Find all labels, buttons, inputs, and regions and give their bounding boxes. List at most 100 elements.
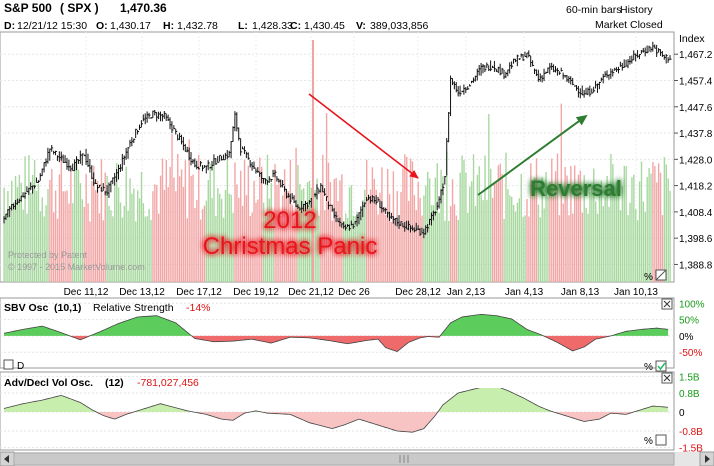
adv-oscillator-area [3, 388, 669, 433]
volume-bar [138, 198, 141, 282]
volume-bar [310, 187, 313, 282]
x-tick-label: Jan 2,13 [447, 287, 486, 298]
main-y-axis: 1,467.2 1,457.4 1,447.6 1,437.8 1,428.0 1,418… [674, 50, 713, 271]
volume-bar [432, 205, 435, 282]
grip-icon [399, 455, 409, 463]
volume-bar [47, 189, 49, 282]
volume-bar [240, 170, 242, 282]
volume-bar [264, 212, 267, 282]
volume-bar [657, 163, 660, 282]
scrollbar[interactable] [0, 451, 714, 466]
sbv-percent-checkbox[interactable] [655, 360, 667, 372]
date-label: D: [4, 20, 15, 32]
close-value: 1,430.45 [304, 20, 345, 32]
volume-bar [316, 178, 318, 282]
history-button[interactable]: History [620, 4, 653, 16]
volume-bar [268, 198, 271, 282]
volume-bar [289, 159, 292, 282]
volume-bar [180, 169, 183, 282]
y-tick-label: 1,457.4 [679, 77, 713, 88]
y-tick-label: 1,388.8 [679, 260, 713, 271]
volume-bar [70, 169, 72, 282]
volume-bar [661, 215, 664, 282]
volume-bar [543, 208, 545, 282]
adv-percent-toggle[interactable]: % [644, 436, 653, 447]
volume-bar [110, 210, 112, 282]
sbv-d-checkbox[interactable] [3, 359, 14, 370]
volume-bar [226, 158, 229, 282]
sbv-percent-toggle[interactable]: % [644, 362, 653, 373]
volume-bar [490, 168, 492, 282]
volume-bar [175, 191, 177, 282]
volume-bar [652, 162, 654, 282]
volume-bar [261, 166, 263, 282]
volume-bar [373, 178, 376, 282]
volume-bar [383, 207, 385, 282]
volume-bar [499, 163, 501, 282]
volume-bar [528, 216, 530, 282]
volume-bar [638, 181, 641, 282]
volume-bar [9, 216, 11, 282]
price-bars [3, 41, 672, 239]
adv-percent-checkbox[interactable] [655, 434, 667, 446]
volume-bar [533, 177, 536, 282]
volume-bar [133, 188, 135, 282]
high-value: 1,432.78 [177, 20, 218, 32]
volume-bar [190, 175, 192, 282]
volume-bar [303, 188, 305, 282]
volume-bar [333, 178, 335, 282]
volume-bar [600, 180, 603, 282]
volume-bar [488, 113, 490, 282]
volume-bar [566, 175, 568, 282]
volume-bar [93, 165, 95, 282]
volume-bar [621, 186, 624, 282]
volume-bar [83, 206, 85, 282]
main-percent-toggle[interactable]: % [644, 272, 653, 283]
volume-bar [322, 154, 324, 282]
y-tick-label: -50% [679, 348, 702, 359]
volume-bar [575, 189, 578, 282]
volume-bar [348, 187, 351, 282]
volume-bar [650, 173, 652, 282]
volume-bar [140, 171, 143, 282]
volume-bar [123, 205, 126, 282]
adv-grid [0, 375, 674, 449]
volume-bar [171, 133, 173, 282]
volume-bar [612, 164, 614, 282]
close-label: C: [290, 20, 301, 32]
y-tick-label: 0 [679, 408, 685, 419]
volume-bar [486, 199, 488, 282]
bar-interval: 60-min bars [566, 4, 621, 16]
volume-bar [522, 217, 524, 282]
volume-bar [142, 203, 145, 282]
volume-bar [377, 214, 379, 282]
arrow-right-icon [705, 455, 710, 463]
volume-bar [270, 183, 272, 282]
volume-bar [182, 186, 185, 282]
volume-bar [636, 220, 639, 282]
volume-bar [446, 151, 448, 282]
volume-bar [192, 174, 194, 282]
volume-bar [388, 194, 391, 282]
high-label: H: [163, 20, 174, 32]
volume-bar [629, 202, 631, 282]
volume-bar [66, 190, 68, 282]
volume-bar [323, 210, 326, 282]
volume-bar [327, 162, 330, 282]
volume-bar [615, 181, 618, 282]
volume-bar [272, 213, 274, 282]
volume-bar [159, 175, 162, 282]
adv-panel: Adv/Decl Vol Osc. (12) -781,027,456 1.5B… [0, 371, 703, 455]
volume-bar [396, 190, 398, 282]
scrollbar-thumb[interactable] [13, 452, 675, 466]
volume-bar [390, 221, 393, 282]
volume-bar [255, 202, 257, 282]
volume-bar [554, 171, 557, 282]
volume-bar [535, 158, 538, 282]
volume-bar [232, 213, 234, 282]
volume-bar [449, 206, 452, 282]
volume-bar [249, 215, 251, 282]
volume-bar [163, 189, 166, 282]
volume-bar [81, 199, 84, 282]
panic-title-text: Christmas Panic [203, 233, 378, 260]
